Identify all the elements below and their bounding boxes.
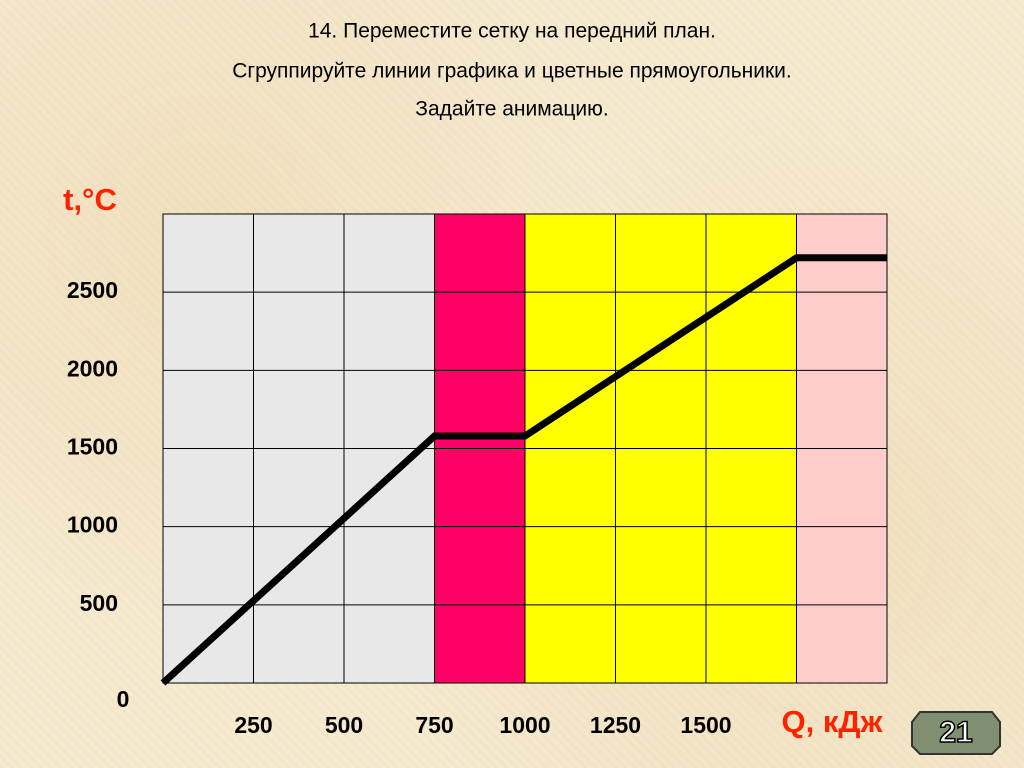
- badge-shape: [911, 711, 1001, 755]
- header-line: 14. Переместите сетку на передний план.: [308, 20, 716, 43]
- slide-number: 21: [939, 716, 972, 749]
- y-tick-label: 500: [80, 590, 118, 616]
- x-tick-label: 1250: [590, 712, 641, 738]
- header-line: Сгруппируйте линии графика и цветные пря…: [232, 60, 791, 83]
- x-tick-label: 500: [325, 712, 363, 738]
- data-line: [160, 254, 887, 686]
- plot-border: [162, 213, 888, 684]
- y-tick-label: 1500: [67, 434, 118, 460]
- y-axis-label: t,°C: [63, 182, 117, 217]
- x-axis-label: Q, кДж: [782, 704, 884, 739]
- x-tick-label: 750: [415, 712, 453, 738]
- y-tick-label: 1000: [67, 512, 118, 538]
- x-tick-label: 1500: [680, 712, 731, 738]
- y-tick-label: 2000: [67, 355, 118, 381]
- x-tick-label: 1000: [499, 712, 550, 738]
- y-tick-label: 2500: [67, 277, 118, 303]
- y-tick-label: 0: [117, 686, 130, 712]
- slide-badge: 21: [911, 711, 1001, 755]
- x-tick-label: 250: [234, 712, 272, 738]
- header-line: Задайте анимацию.: [415, 98, 608, 121]
